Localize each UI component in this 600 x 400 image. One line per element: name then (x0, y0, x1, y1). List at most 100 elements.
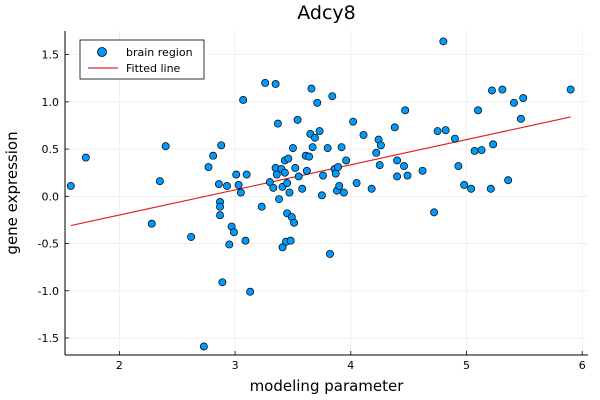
data-point (275, 195, 284, 204)
fitted-line-series (70, 116, 571, 227)
data-point (401, 106, 410, 115)
data-point (352, 179, 361, 188)
data-point (161, 142, 170, 151)
data-point (209, 151, 218, 160)
data-point (280, 168, 289, 177)
data-point (261, 79, 270, 87)
data-point (450, 134, 459, 143)
data-point (454, 162, 463, 171)
y-axis-title: gene expression (3, 131, 21, 254)
data-point (477, 146, 486, 154)
data-point (393, 156, 402, 165)
data-point (328, 92, 337, 101)
data-point (271, 79, 280, 88)
data-point (66, 181, 75, 190)
data-point (214, 180, 223, 188)
y-tick-label: 0.0 (42, 190, 60, 203)
data-point (223, 181, 231, 190)
y-tick-label: 0.5 (42, 143, 60, 156)
data-point (302, 166, 311, 175)
axes (64, 31, 588, 356)
data-point (337, 143, 346, 152)
y-tick-label: 1.0 (42, 96, 60, 109)
data-point (286, 236, 295, 245)
data-point (367, 184, 376, 193)
data-point (439, 37, 448, 46)
data-point (290, 218, 299, 227)
y-tick-label: -1.5 (38, 332, 59, 345)
data-point (359, 130, 368, 139)
data-point (284, 154, 293, 163)
data-point (218, 278, 227, 287)
legend-label-fitted-line: Fitted line (126, 62, 181, 75)
data-point (216, 202, 224, 211)
data-point (315, 127, 324, 136)
data-point (335, 181, 344, 190)
data-point (474, 106, 483, 115)
data-point (204, 163, 213, 171)
data-point (342, 156, 351, 165)
data-point (400, 162, 408, 171)
data-point (403, 171, 412, 180)
data-point (334, 163, 343, 171)
fitted-line (70, 116, 571, 227)
data-point (498, 85, 507, 94)
data-point (246, 287, 255, 296)
data-point (376, 141, 385, 150)
x-axis-title: modeling parameter (250, 377, 405, 395)
data-point (349, 117, 358, 126)
data-point (430, 208, 439, 217)
data-point (393, 172, 402, 181)
data-point (489, 140, 498, 149)
data-point (433, 127, 442, 136)
data-point (310, 133, 319, 142)
x-tick-labels: 2 3 4 5 6 (116, 359, 586, 372)
data-point (298, 184, 307, 193)
data-point (81, 153, 90, 162)
data-point (317, 191, 326, 200)
data-point (326, 249, 334, 258)
data-point (390, 123, 399, 132)
data-point (155, 177, 164, 186)
data-point (331, 169, 340, 178)
data-point (257, 202, 266, 211)
data-point (269, 183, 278, 192)
data-point (285, 188, 294, 197)
x-tick-label: 6 (579, 359, 586, 372)
data-point (488, 86, 496, 95)
data-point (288, 144, 297, 153)
x-tick-label: 5 (463, 359, 470, 372)
data-point (273, 119, 282, 128)
data-point (278, 243, 287, 252)
data-point (516, 114, 525, 123)
data-point (236, 188, 245, 197)
data-point (234, 181, 243, 189)
data-point (232, 170, 241, 179)
y-tick-labels: -1.5 -1.0 -0.5 0.0 0.5 1.0 1.5 (38, 49, 59, 345)
data-point (519, 94, 528, 103)
data-point (509, 98, 518, 107)
data-point (229, 228, 238, 237)
legend-box (79, 39, 205, 80)
chart-title: Adcy8 (297, 2, 356, 24)
x-tick-label: 3 (232, 359, 239, 372)
data-point (272, 170, 281, 179)
x-tick-label: 2 (116, 359, 123, 372)
data-point (339, 188, 348, 197)
data-point (372, 148, 381, 157)
scatter-points (66, 37, 575, 351)
data-point (294, 172, 303, 181)
data-point (242, 170, 251, 179)
data-point (319, 171, 327, 180)
y-tick-label: -0.5 (38, 238, 59, 251)
legend: brain region Fitted line (79, 39, 205, 80)
data-point (225, 240, 234, 249)
data-point (293, 115, 302, 124)
y-tick-label: -1.0 (38, 285, 59, 298)
data-point (147, 219, 156, 228)
data-point (199, 342, 208, 351)
data-point (470, 147, 479, 155)
data-point (216, 211, 224, 220)
data-point (323, 144, 332, 153)
